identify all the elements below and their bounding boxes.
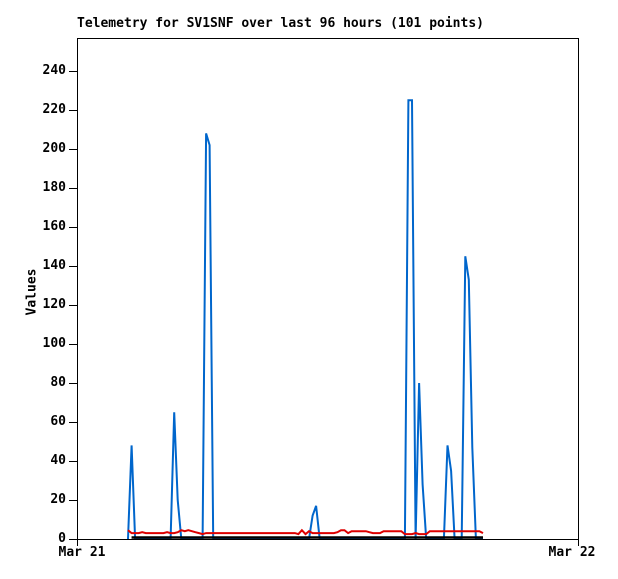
y-tick-label: 200 bbox=[42, 141, 66, 156]
y-tick-label: 140 bbox=[42, 258, 66, 273]
y-tick-label: 40 bbox=[50, 453, 66, 468]
chart-title: Telemetry for SV1SNF over last 96 hours … bbox=[77, 16, 484, 31]
y-tick-label: 60 bbox=[50, 414, 66, 429]
y-tick-label: 240 bbox=[42, 63, 66, 78]
y-tick-label: 100 bbox=[42, 336, 66, 351]
x-tick-label-start: Mar 21 bbox=[58, 545, 106, 560]
y-tick-label: 0 bbox=[58, 531, 66, 546]
x-tick-label-end: Mar 22 bbox=[548, 545, 596, 560]
y-tick-label: 20 bbox=[50, 492, 66, 507]
y-tick-label: 180 bbox=[42, 180, 66, 195]
series-group bbox=[127, 99, 484, 539]
y-tick-label: 160 bbox=[42, 219, 66, 234]
red-series-line bbox=[127, 528, 484, 536]
y-tick-label: 80 bbox=[50, 375, 66, 390]
y-tick-label: 220 bbox=[42, 102, 66, 117]
blue-series-line bbox=[127, 99, 483, 539]
plot-frame bbox=[77, 38, 579, 540]
y-tick-label: 120 bbox=[42, 297, 66, 312]
